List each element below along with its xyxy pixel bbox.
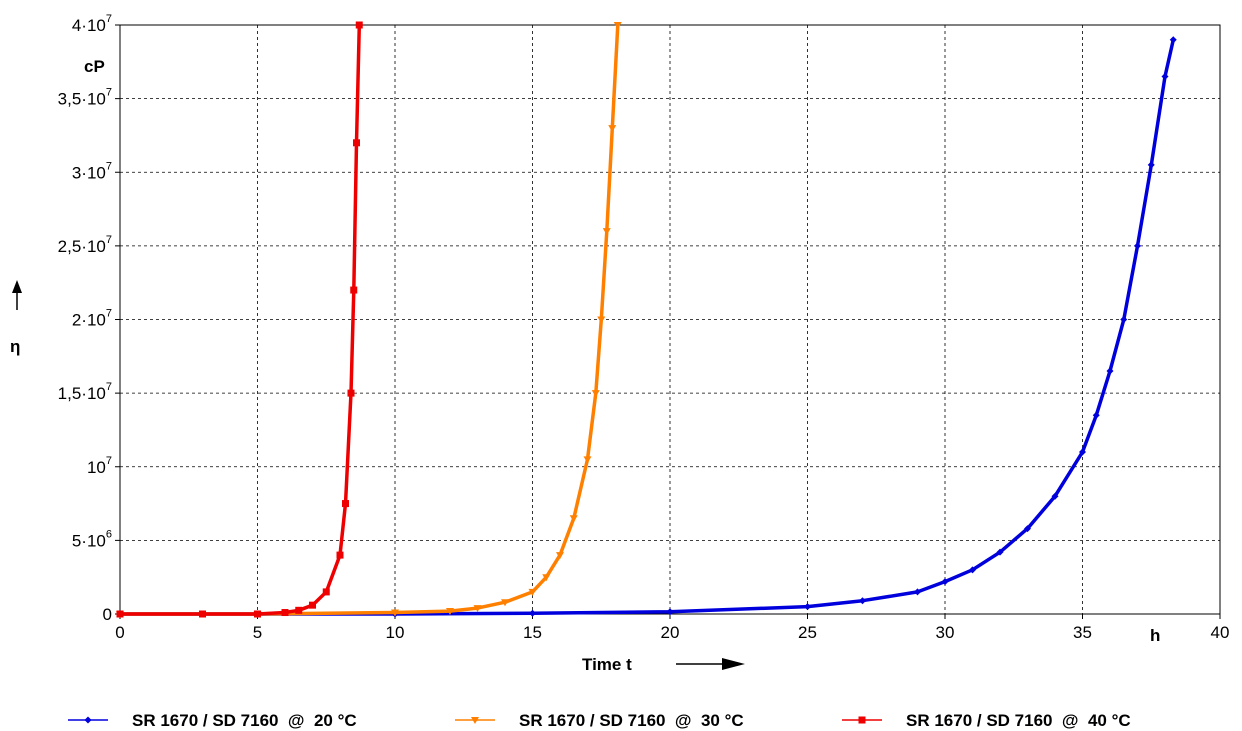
x-tick-label: 5 [253,623,262,642]
data-point [941,578,949,586]
y-tick-label: 2·107 [72,308,112,330]
data-point [446,608,454,616]
series-3 [116,21,363,618]
x-tick-label: 0 [115,623,124,642]
y-tick-label: 2,5·107 [58,234,112,256]
data-point [602,228,611,236]
data-point [254,610,261,618]
data-point [1134,242,1141,250]
data-point [591,390,600,398]
y-tick-label: 0 [103,605,112,624]
y-tick-label: 3,5·107 [58,87,112,109]
series-line [120,24,620,616]
data-point [583,456,592,464]
x-tick-label: 40 [1211,623,1230,642]
data-point [1161,73,1169,81]
x-tick-label: 10 [386,623,405,642]
data-point [322,588,330,596]
legend-marker [858,716,866,724]
legend-label: SR 1670 / SD 7160 @ 20 °C [132,711,357,730]
data-point [528,588,537,596]
x-axis-ticks: 0 5 10 15 20 25 30 35 40 [115,614,1229,642]
series-line [120,39,1176,616]
legend: SR 1670 / SD 7160 @ 20 °C SR 1670 / SD 71… [68,711,1131,730]
data-point [336,551,344,559]
data-point [473,605,482,613]
data-point [350,286,358,294]
x-tick-label: 35 [1073,623,1092,642]
data-point [116,610,124,618]
data-point [859,597,866,605]
data-point [1169,36,1177,44]
data-point [1079,448,1086,456]
legend-label: SR 1670 / SD 7160 @ 40 °C [906,711,1131,730]
data-point [1147,161,1155,169]
data-point [199,610,206,618]
data-point [1024,525,1031,533]
y-unit-label: cP [84,57,105,76]
series-1 [116,36,1177,618]
data-point [969,566,976,574]
legend-item: SR 1670 / SD 7160 @ 30 °C [455,711,744,730]
data-point [569,515,578,523]
legend-marker [84,716,92,724]
x-tick-label: 20 [661,623,680,642]
x-axis-label: Time t [582,655,632,674]
data-point [353,139,360,147]
data-point [1051,492,1059,500]
x-tick-label: 25 [798,623,817,642]
data-point [347,389,355,397]
y-tick-label: 3·107 [72,160,112,182]
data-point [529,609,536,617]
x-tick-label: 15 [523,623,542,642]
data-point [597,316,606,324]
legend-marker [471,717,479,724]
y-axis-arrow [12,280,22,310]
data-point [281,609,289,617]
data-point [608,125,617,133]
x-axis-arrow [676,658,745,670]
series-2 [116,22,622,618]
data-point [613,22,622,29]
y-tick-label: 5·106 [72,528,112,550]
data-point [309,601,316,609]
data-point [295,606,303,614]
data-point [542,574,551,582]
y-axis-label: η [10,337,20,356]
legend-label: SR 1670 / SD 7160 @ 30 °C [519,711,744,730]
data-point [501,599,509,607]
data-point [1092,411,1100,419]
data-point [355,21,363,29]
x-unit-label: h [1150,626,1160,645]
data-point [342,500,349,508]
data-point [804,603,811,611]
data-point [1120,316,1128,323]
x-tick-label: 30 [936,623,955,642]
grid-lines [120,25,1220,614]
legend-item: SR 1670 / SD 7160 @ 40 °C [842,711,1131,730]
y-tick-label: 107 [87,455,112,477]
y-axis-ticks: 0 5·106 107 1,5·107 2·107 2,5·107 3·107 3,5·107… [58,13,120,624]
y-tick-label: 1,5·107 [58,381,112,403]
data-point [914,588,921,596]
series-layer [116,21,1177,618]
data-point [996,548,1004,556]
y-tick-label: 4·107 [72,13,112,35]
data-point [1106,367,1114,375]
data-point [666,608,674,616]
legend-item: SR 1670 / SD 7160 @ 20 °C [68,711,357,730]
data-point [556,552,564,560]
series-line [120,24,362,616]
data-point [391,609,399,617]
